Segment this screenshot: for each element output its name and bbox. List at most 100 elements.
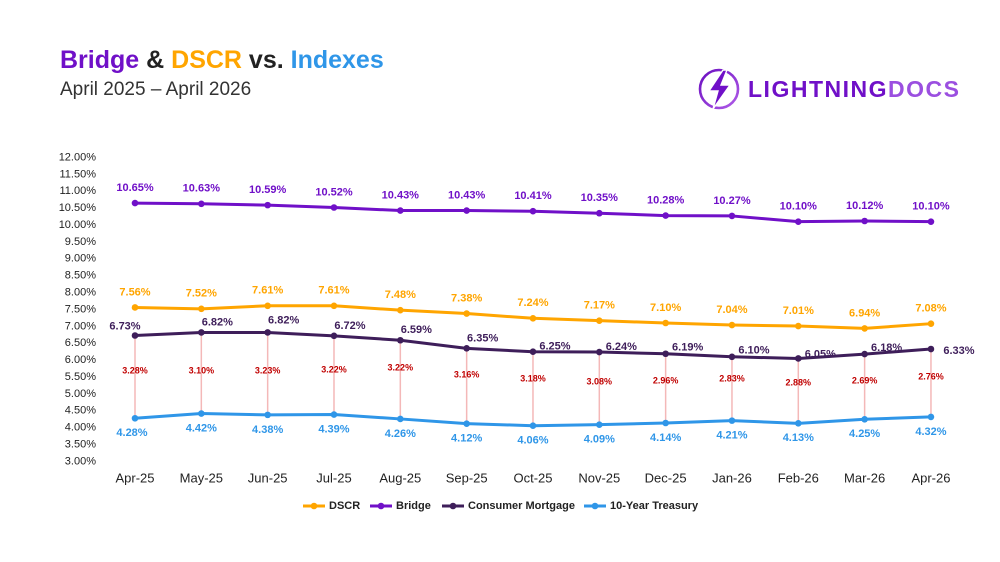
legend-marker-mortgage <box>449 502 457 510</box>
data-point-bridge <box>198 200 205 208</box>
data-label-bridge: 10.43% <box>448 189 486 201</box>
title-dscr: DSCR <box>171 46 242 74</box>
data-label-bridge: 10.59% <box>249 184 287 196</box>
data-label-dscr: 7.48% <box>385 289 416 301</box>
data-label-spread: 3.18% <box>520 373 546 383</box>
data-point-mortgage <box>795 355 802 362</box>
y-tick-label: 9.00% <box>65 253 96 265</box>
data-point-dscr <box>596 317 603 324</box>
data-label-spread: 3.08% <box>587 376 613 386</box>
data-label-treasury: 4.25% <box>849 428 880 440</box>
data-point-bridge <box>264 201 271 209</box>
data-label-bridge: 10.65% <box>116 182 154 194</box>
data-label-spread: 2.76% <box>918 371 944 381</box>
data-label-dscr: 7.10% <box>650 302 681 314</box>
data-point-dscr <box>397 306 404 314</box>
data-point-treasury <box>463 420 470 427</box>
data-label-treasury: 4.14% <box>650 432 681 444</box>
x-tick-label: Feb-26 <box>778 470 819 485</box>
data-point-dscr <box>861 325 868 332</box>
x-tick-label: Sep-25 <box>446 470 488 485</box>
data-label-treasury: 4.38% <box>252 424 283 436</box>
data-point-mortgage <box>198 329 205 336</box>
y-tick-label: 10.50% <box>59 202 97 214</box>
data-point-treasury <box>330 411 338 418</box>
x-tick-label: Nov-25 <box>578 470 620 485</box>
data-label-treasury: 4.39% <box>318 423 349 435</box>
y-tick-label: 6.50% <box>65 337 96 349</box>
data-label-treasury: 4.13% <box>783 432 814 444</box>
x-tick-label: Dec-25 <box>645 470 687 485</box>
data-label-dscr: 7.08% <box>915 303 946 315</box>
x-tick-label: Jan-26 <box>712 470 752 485</box>
y-tick-label: 8.00% <box>65 287 96 299</box>
data-label-bridge: 10.52% <box>315 186 353 198</box>
data-point-treasury <box>529 422 537 429</box>
data-label-dscr: 7.61% <box>318 285 349 297</box>
data-label-spread: 2.69% <box>852 375 878 385</box>
legend-label-dscr: DSCR <box>329 500 360 512</box>
legend-marker-bridge <box>377 502 385 510</box>
data-point-treasury <box>397 415 404 423</box>
data-label-spread: 3.23% <box>255 365 281 375</box>
data-point-mortgage <box>131 332 139 339</box>
y-tick-label: 6.00% <box>65 354 96 366</box>
data-label-dscr: 7.52% <box>186 288 217 300</box>
y-tick-label: 7.00% <box>65 320 96 332</box>
data-label-treasury: 4.28% <box>116 427 147 439</box>
data-label-mortgage: 6.33% <box>943 345 974 357</box>
data-label-spread: 3.10% <box>189 365 215 375</box>
legend-marker-dscr <box>310 502 318 510</box>
data-point-dscr <box>198 305 205 313</box>
title-bridge: Bridge <box>60 46 140 74</box>
data-point-bridge <box>662 212 669 219</box>
data-point-mortgage <box>861 350 868 358</box>
x-tick-label: May-25 <box>180 470 223 485</box>
data-point-dscr <box>529 314 537 322</box>
data-label-mortgage: 6.05% <box>805 348 836 360</box>
y-tick-label: 9.50% <box>65 236 96 248</box>
lightning-bolt-icon <box>698 68 740 110</box>
data-point-bridge <box>397 207 404 214</box>
legend-marker-treasury <box>591 502 599 510</box>
data-point-dscr <box>131 304 139 311</box>
x-tick-label: Apr-26 <box>911 470 950 485</box>
data-label-mortgage: 6.82% <box>268 314 299 326</box>
y-tick-label: 5.50% <box>65 371 96 383</box>
data-label-mortgage: 6.24% <box>606 341 637 353</box>
data-point-bridge <box>463 207 470 214</box>
data-label-spread: 3.22% <box>321 364 347 374</box>
x-tick-label: Aug-25 <box>379 470 421 485</box>
data-point-bridge <box>795 218 802 225</box>
data-label-treasury: 4.09% <box>584 434 615 446</box>
data-label-dscr: 7.17% <box>584 300 615 312</box>
y-tick-label: 10.00% <box>59 219 97 231</box>
data-point-bridge <box>596 209 603 217</box>
data-point-treasury <box>264 411 271 419</box>
data-label-mortgage: 6.73% <box>109 320 140 332</box>
data-label-spread: 3.28% <box>122 365 148 375</box>
data-point-treasury <box>927 413 935 421</box>
data-point-treasury <box>131 414 139 422</box>
title-indexes: Indexes <box>290 46 384 74</box>
y-tick-label: 4.50% <box>65 405 96 417</box>
data-label-mortgage: 6.35% <box>467 332 498 344</box>
data-label-dscr: 6.94% <box>849 307 880 319</box>
data-point-mortgage <box>330 332 338 340</box>
data-label-spread: 2.96% <box>653 375 679 385</box>
data-point-treasury <box>861 415 868 423</box>
data-label-bridge: 10.12% <box>846 200 884 212</box>
data-label-treasury: 4.26% <box>385 428 416 440</box>
logo-wordmark: LIGHTNINGDOCS <box>748 75 961 102</box>
data-point-mortgage <box>529 348 537 356</box>
x-tick-label: Jun-25 <box>248 470 288 485</box>
data-point-mortgage <box>397 336 404 344</box>
data-label-dscr: 7.24% <box>517 297 548 309</box>
data-label-mortgage: 6.59% <box>401 324 432 336</box>
data-point-mortgage <box>463 345 470 352</box>
data-label-bridge: 10.35% <box>581 192 619 204</box>
data-label-bridge: 10.41% <box>514 190 552 202</box>
data-point-dscr <box>264 302 271 310</box>
data-point-mortgage <box>662 350 669 358</box>
x-tick-label: Oct-25 <box>513 470 552 485</box>
